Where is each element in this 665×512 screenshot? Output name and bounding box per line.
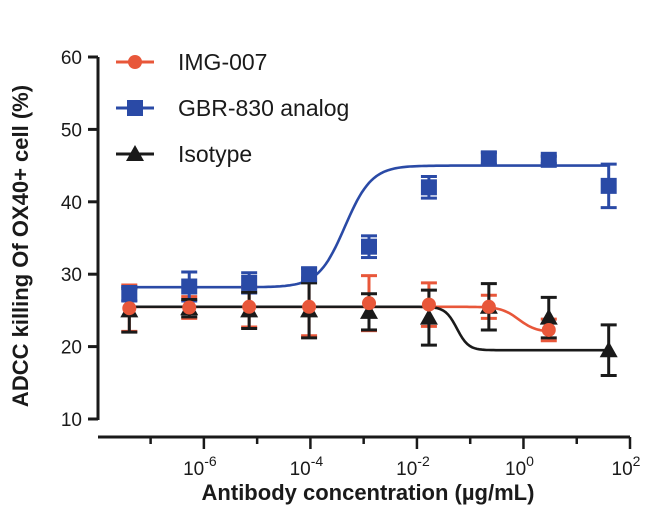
y-tick-label: 30 (61, 265, 82, 286)
data-point-triangle (599, 341, 618, 358)
data-point-square (121, 285, 138, 302)
data-point-square (181, 278, 198, 295)
x-tick-label: 102 (612, 453, 641, 480)
data-point-circle (182, 300, 197, 315)
data-point-square (241, 274, 258, 291)
data-point-square (540, 151, 557, 168)
x-tick-exponent: 2 (633, 453, 641, 469)
y-tick-label: 20 (61, 338, 82, 359)
y-tick-label: 40 (61, 193, 82, 214)
data-point-circle (122, 301, 137, 316)
x-tick-exponent: -4 (311, 453, 324, 469)
x-tick-base: 10 (290, 459, 311, 480)
data-point-triangle (539, 308, 558, 325)
data-point-square (361, 238, 377, 255)
axis-labels: Antibody concentration (µg/mL) ADCC kill… (8, 85, 534, 505)
x-axis-title: Antibody concentration (µg/mL) (202, 480, 535, 505)
x-tick-label: 10-4 (290, 453, 324, 480)
legend-marker-circle (128, 55, 142, 69)
legend-label: IMG-007 (178, 49, 267, 75)
x-tick-label: 10-2 (396, 453, 430, 480)
y-axis-title: ADCC killing Of OX40+ cell (%) (8, 85, 33, 407)
data-point-circle (362, 296, 376, 311)
data-point-square (301, 266, 318, 283)
legend-label: Isotype (178, 141, 252, 167)
legend-label: GBR-830 analog (178, 95, 349, 121)
data-point-square (600, 177, 617, 194)
legend-marker-triangle (126, 145, 144, 161)
error-bars (121, 151, 617, 378)
data-point-triangle (360, 302, 378, 319)
x-tick-base: 10 (612, 459, 633, 480)
x-tick-base: 10 (183, 459, 204, 480)
data-point-square (480, 150, 497, 167)
data-point-circle (242, 299, 257, 314)
data-markers (120, 150, 618, 358)
data-point-square (420, 179, 437, 196)
fit-curve-square (129, 164, 609, 289)
legend: IMG-007 GBR-830 analog Isotype (116, 49, 349, 167)
x-tick-base: 10 (505, 459, 526, 480)
legend-marker-square (127, 100, 143, 116)
data-point-triangle (419, 308, 438, 325)
x-tick-label: 100 (505, 453, 534, 480)
y-tick-label: 10 (61, 410, 82, 431)
x-tick-label: 10-6 (183, 453, 217, 480)
data-point-circle (481, 299, 496, 314)
data-point-circle (302, 299, 317, 314)
y-tick-label: 60 (61, 48, 82, 69)
x-tick-exponent: 0 (526, 453, 534, 469)
y-tick-label: 50 (61, 120, 82, 141)
x-tick-exponent: -6 (204, 453, 217, 469)
x-tick-base: 10 (396, 459, 417, 480)
data-point-circle (421, 297, 436, 312)
x-tick-exponent: -2 (417, 453, 430, 469)
data-point-circle (541, 322, 556, 337)
